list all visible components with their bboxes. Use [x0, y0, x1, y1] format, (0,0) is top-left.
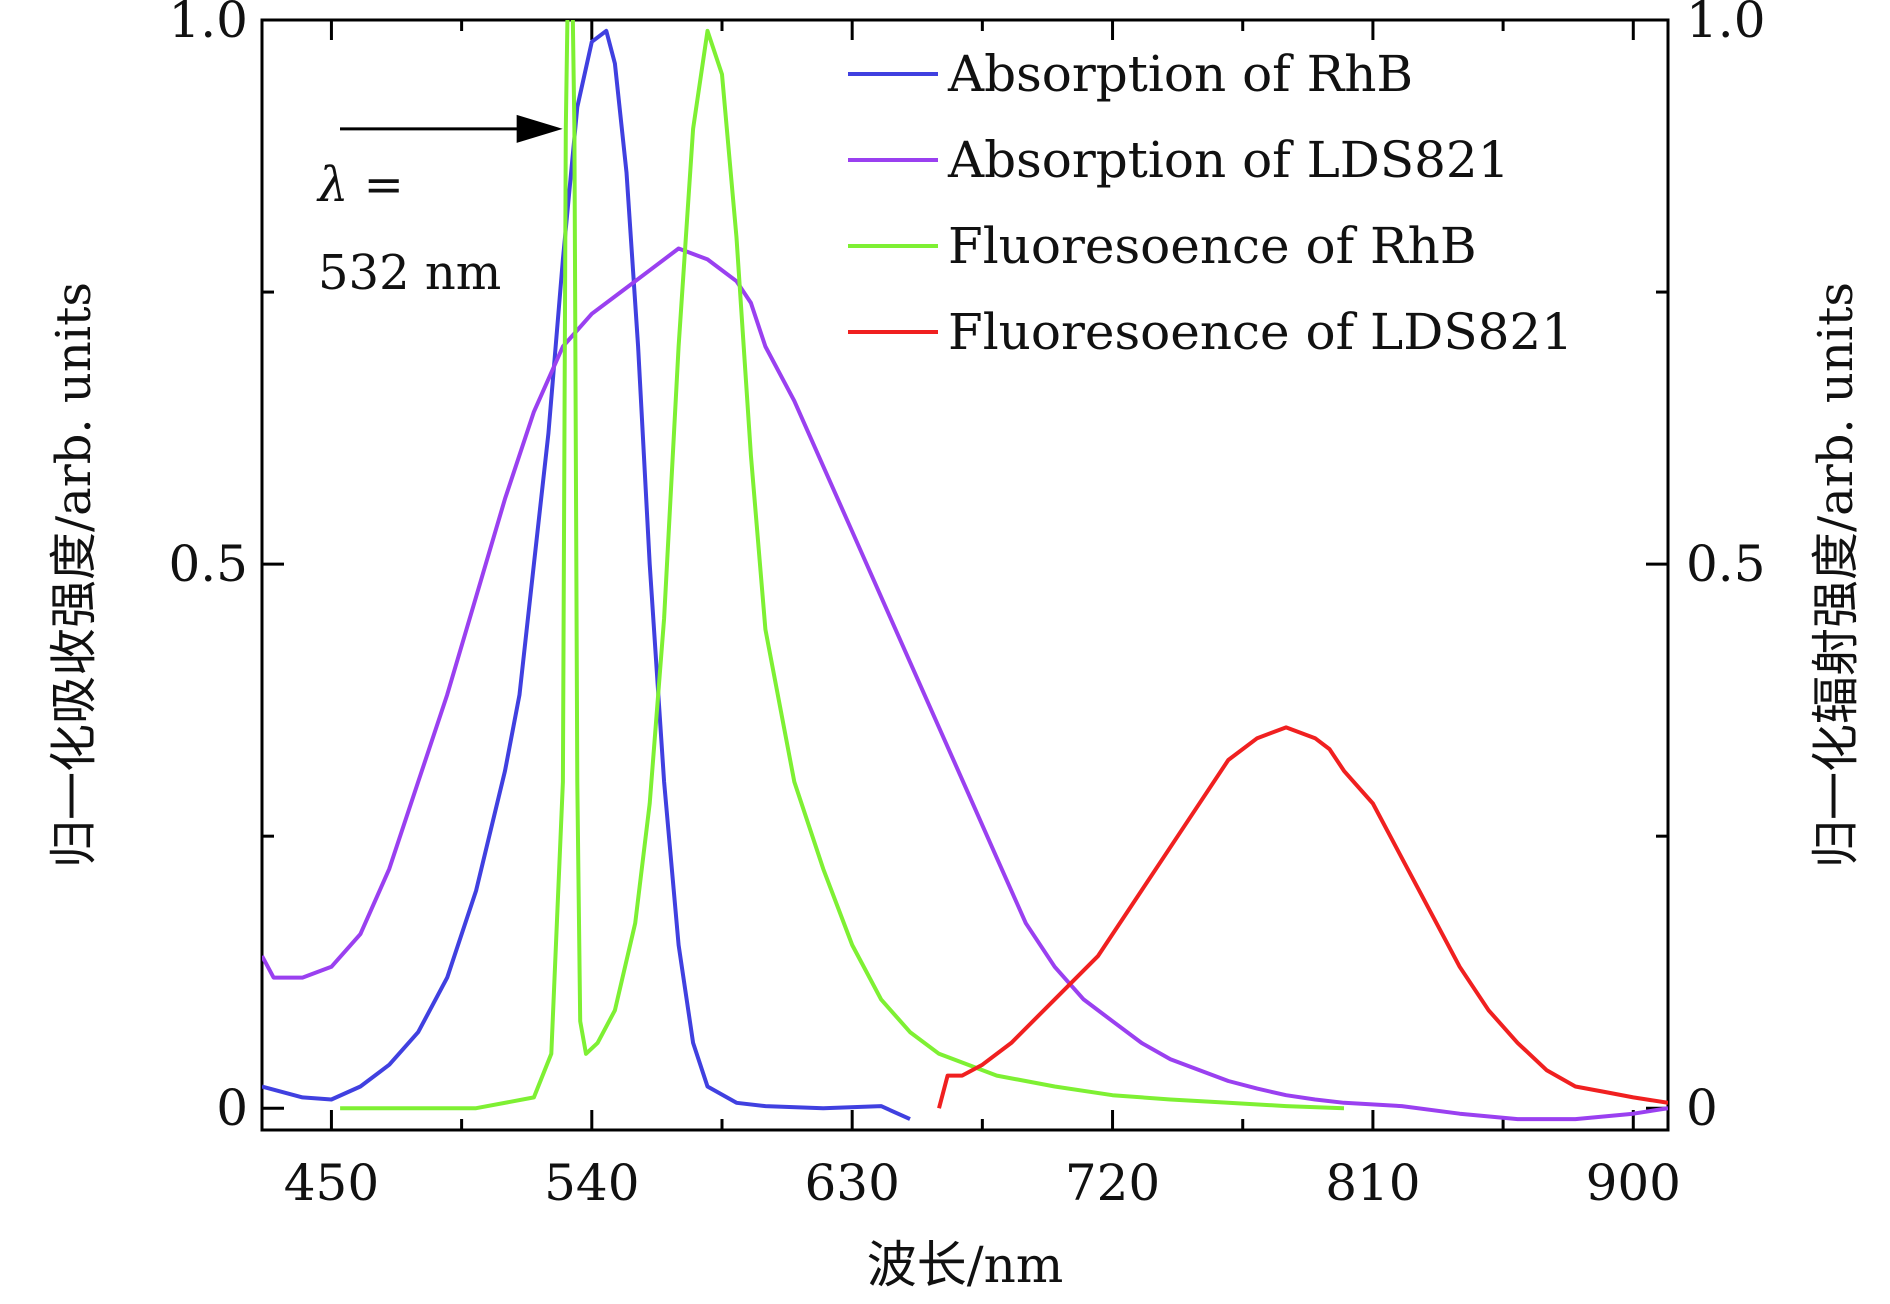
plot-frame [260, 18, 1670, 1132]
y-tick-label-right: 1.0 [1686, 0, 1766, 49]
annotation-layer: λ = 532 nm [316, 114, 563, 301]
annotation-lambda-label: λ = [316, 157, 404, 213]
y-axis-right-label: 归一化辐射强度/arb. units [1808, 282, 1864, 868]
y-tick-label-left: 0 [216, 1079, 248, 1137]
x-tick-label: 720 [1065, 1154, 1160, 1212]
plot-border [260, 18, 1670, 1132]
series-line-1 [262, 28, 911, 1121]
legend: Absorption of RhB Absorption of LDS821 Flu… [848, 45, 1573, 361]
y-tick-label-left: 1.0 [168, 0, 248, 49]
annotation-arrow-head [516, 114, 563, 143]
x-tick-label: 900 [1586, 1154, 1681, 1212]
y-axis-left-label: 归一化吸收强度/arb. units [46, 282, 102, 868]
x-axis-label: 波长/nm [867, 1236, 1063, 1294]
x-tick-label: 630 [804, 1154, 899, 1212]
series-line-4 [937, 725, 1668, 1109]
x-tick-label: 450 [284, 1154, 379, 1212]
y-tick-label-right: 0.5 [1686, 535, 1766, 593]
series-line-2 [262, 246, 1668, 1122]
y-tick-label-left: 0.5 [168, 535, 248, 593]
y-tick-label-right: 0 [1686, 1079, 1718, 1137]
legend-label: Absorption of RhB [947, 45, 1413, 103]
series-layer [262, 20, 1668, 1122]
annotation-wavelength-label: 532 nm [318, 245, 501, 301]
x-tick-label: 540 [544, 1154, 639, 1212]
x-tick-label: 810 [1325, 1154, 1420, 1212]
legend-label: Absorption of LDS821 [947, 131, 1510, 189]
series-line-3 [340, 20, 1345, 1111]
legend-label: Fluoresoence of LDS821 [948, 303, 1573, 361]
legend-label: Fluoresoence of RhB [948, 217, 1477, 275]
